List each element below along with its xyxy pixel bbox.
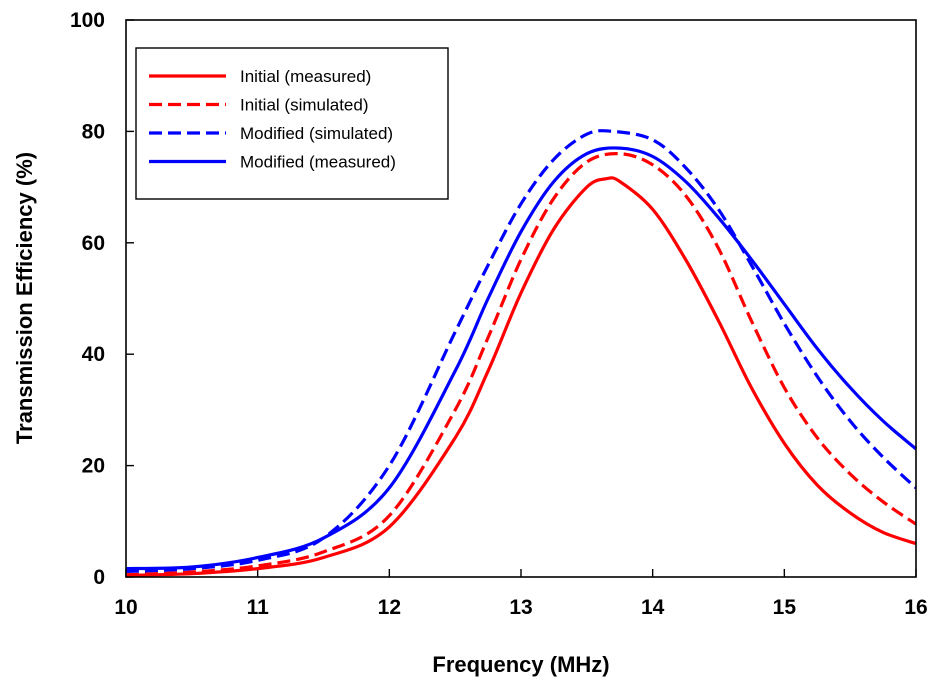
series-lines [125, 129, 918, 577]
series-line [125, 152, 917, 577]
y-tick-label: 80 [82, 120, 105, 143]
tick-labels: 10 11 12 13 14 15 16 0 20 40 60 80 100 [70, 9, 928, 619]
series-line [125, 176, 917, 577]
legend: Initial (measured) Initial (simulated) Mod… [135, 47, 449, 200]
x-tick-label: 11 [247, 596, 270, 619]
x-tick-label: 14 [641, 596, 665, 619]
y-tick-label: 20 [82, 455, 105, 478]
x-tick-label: 10 [114, 596, 137, 619]
legend-label: Modified (simulated) [240, 124, 393, 143]
x-tick-label: 15 [773, 596, 797, 619]
legend-label: Initial (simulated) [240, 96, 369, 115]
x-tick-label: 16 [904, 596, 927, 619]
x-tick-label: 13 [509, 596, 532, 619]
y-tick-label: 100 [70, 9, 105, 32]
legend-label: Modified (measured) [240, 153, 396, 172]
y-axis-title: Transmission Efficiency (%) [12, 152, 37, 444]
plot-frame [125, 19, 917, 578]
y-tick-label: 0 [93, 566, 105, 589]
y-tick-label: 40 [82, 343, 105, 366]
x-tick-label: 12 [378, 596, 401, 619]
legend-box [135, 47, 449, 200]
y-tick-label: 60 [82, 232, 105, 255]
series-line [125, 146, 918, 571]
legend-label: Initial (measured) [240, 67, 371, 86]
x-axis-title: Frequency (MHz) [432, 652, 609, 677]
